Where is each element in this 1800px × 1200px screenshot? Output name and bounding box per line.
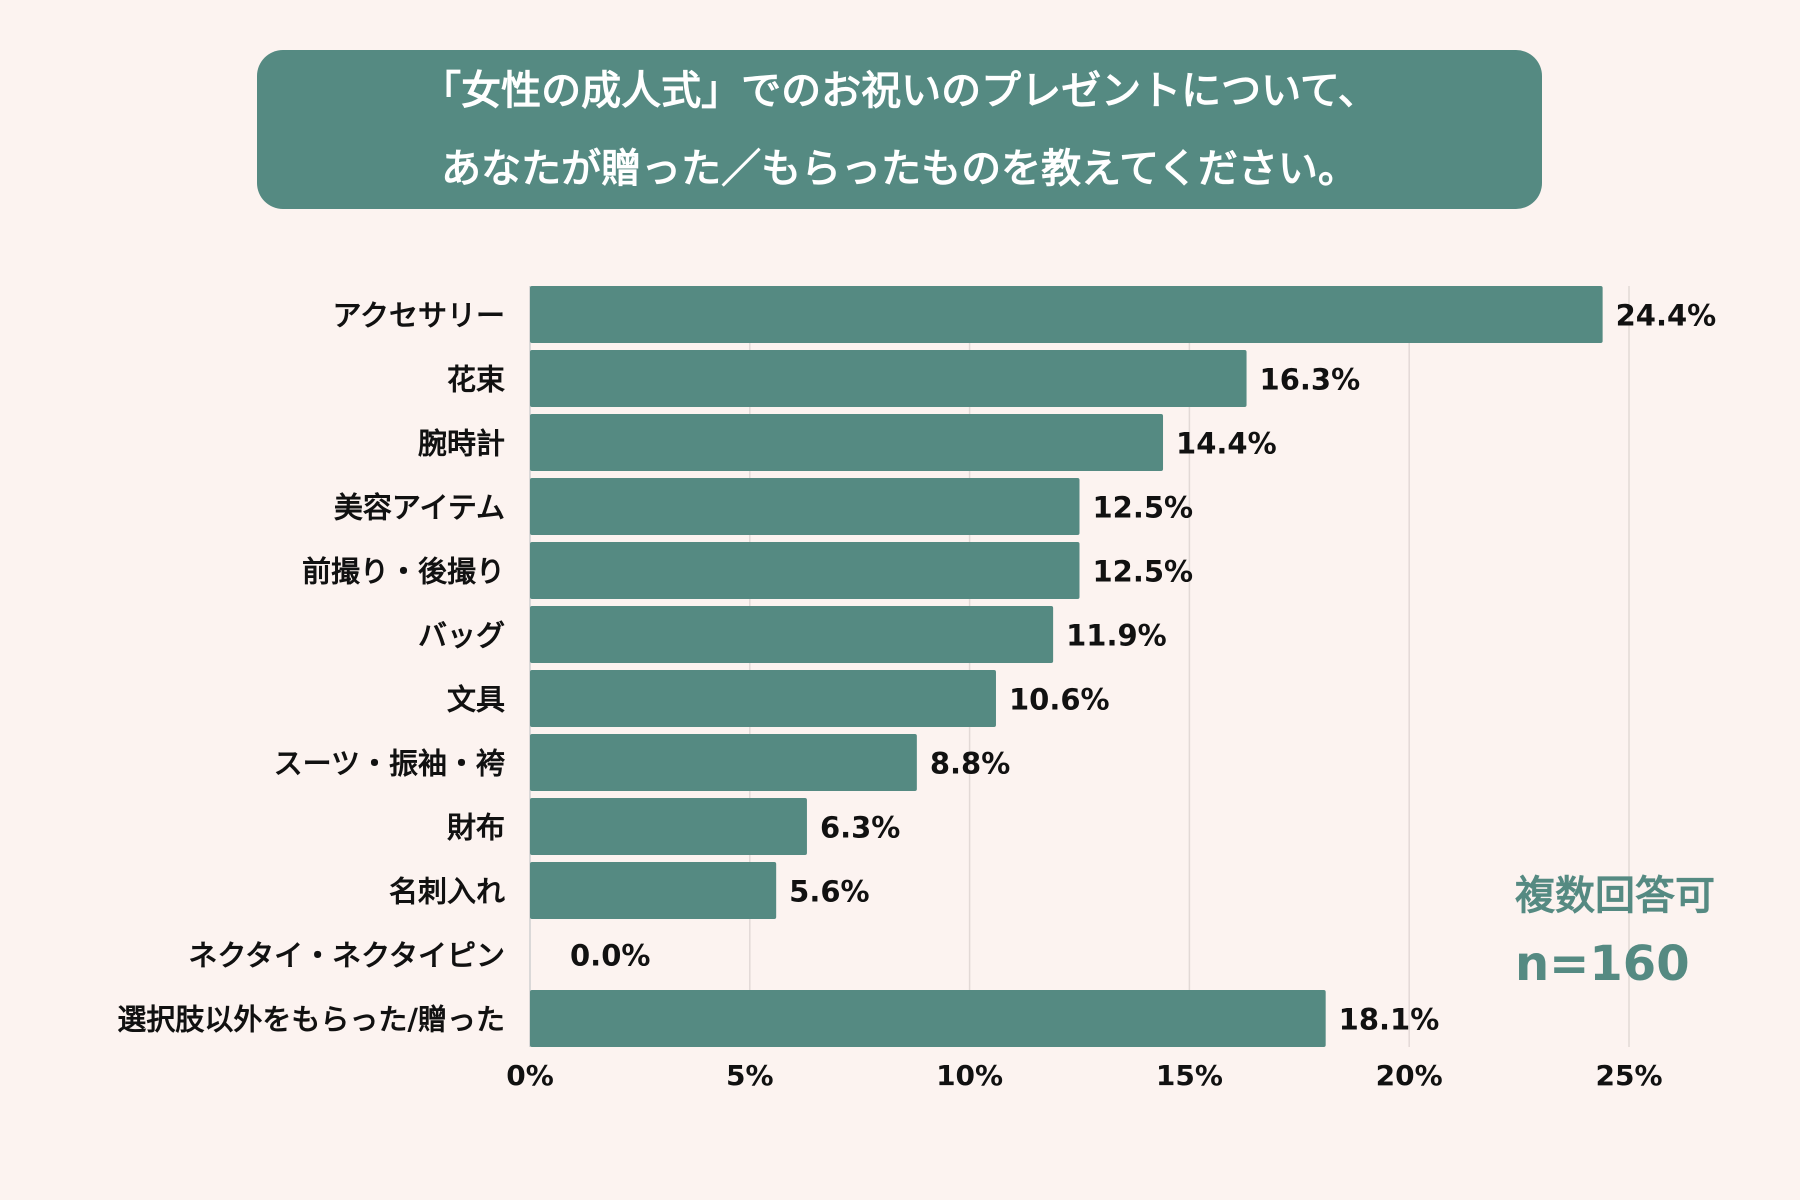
value-label: 5.6% xyxy=(789,875,869,909)
bar xyxy=(530,990,1326,1047)
category-label: アクセサリー xyxy=(332,299,505,333)
category-label: 花束 xyxy=(447,363,505,397)
sample-size-note: n=160 xyxy=(1515,936,1690,992)
chart-title: 「女性の成人式」でのお祝いのプレゼントについて、 あなたが贈った／もらったものを… xyxy=(257,50,1542,209)
category-label: バッグ xyxy=(418,619,505,653)
x-tick-label: 15% xyxy=(1156,1059,1223,1092)
bar xyxy=(530,670,996,727)
chart-title-line-2: あなたが贈った／もらったものを教えてください。 xyxy=(441,145,1358,192)
value-label: 14.4% xyxy=(1176,427,1277,461)
value-label: 8.8% xyxy=(930,747,1010,781)
value-label: 12.5% xyxy=(1093,555,1194,589)
category-label: ネクタイ・ネクタイピン xyxy=(188,939,505,973)
bar xyxy=(530,478,1080,535)
chart-title-line-1: 「女性の成人式」でのお祝いのプレゼントについて、 xyxy=(421,67,1378,114)
x-tick-label: 10% xyxy=(936,1059,1003,1092)
value-label: 16.3% xyxy=(1260,363,1361,397)
category-label: 選択肢以外をもらった/贈った xyxy=(117,1003,505,1037)
chart-note: 複数回答可 n=160 xyxy=(1515,868,1715,1004)
category-label: 文具 xyxy=(447,683,505,717)
value-label: 18.1% xyxy=(1339,1003,1440,1037)
x-tick-label: 20% xyxy=(1376,1059,1443,1092)
category-label: 財布 xyxy=(447,811,505,845)
category-label: 前撮り・後撮り xyxy=(302,555,505,589)
x-tick-label: 0% xyxy=(506,1059,554,1092)
x-tick-label: 5% xyxy=(726,1059,774,1092)
value-label: 10.6% xyxy=(1009,683,1110,717)
value-label: 24.4% xyxy=(1616,299,1717,333)
bar xyxy=(530,606,1054,663)
value-label: 6.3% xyxy=(820,811,900,845)
bar xyxy=(530,286,1603,343)
value-label: 11.9% xyxy=(1066,619,1167,653)
category-label: 美容アイテム xyxy=(334,491,505,525)
value-label: 0.0% xyxy=(570,939,650,973)
category-label: 名刺入れ xyxy=(389,875,505,909)
bar xyxy=(530,862,777,919)
value-label: 12.5% xyxy=(1093,491,1194,525)
bar xyxy=(530,734,917,791)
category-label: スーツ・振袖・袴 xyxy=(274,747,506,781)
bar xyxy=(530,798,807,855)
bar xyxy=(530,350,1247,407)
bar xyxy=(530,414,1164,471)
multiple-answers-note: 複数回答可 xyxy=(1515,873,1715,919)
category-label: 腕時計 xyxy=(418,427,505,461)
bar xyxy=(530,542,1080,599)
x-tick-label: 25% xyxy=(1595,1059,1662,1092)
